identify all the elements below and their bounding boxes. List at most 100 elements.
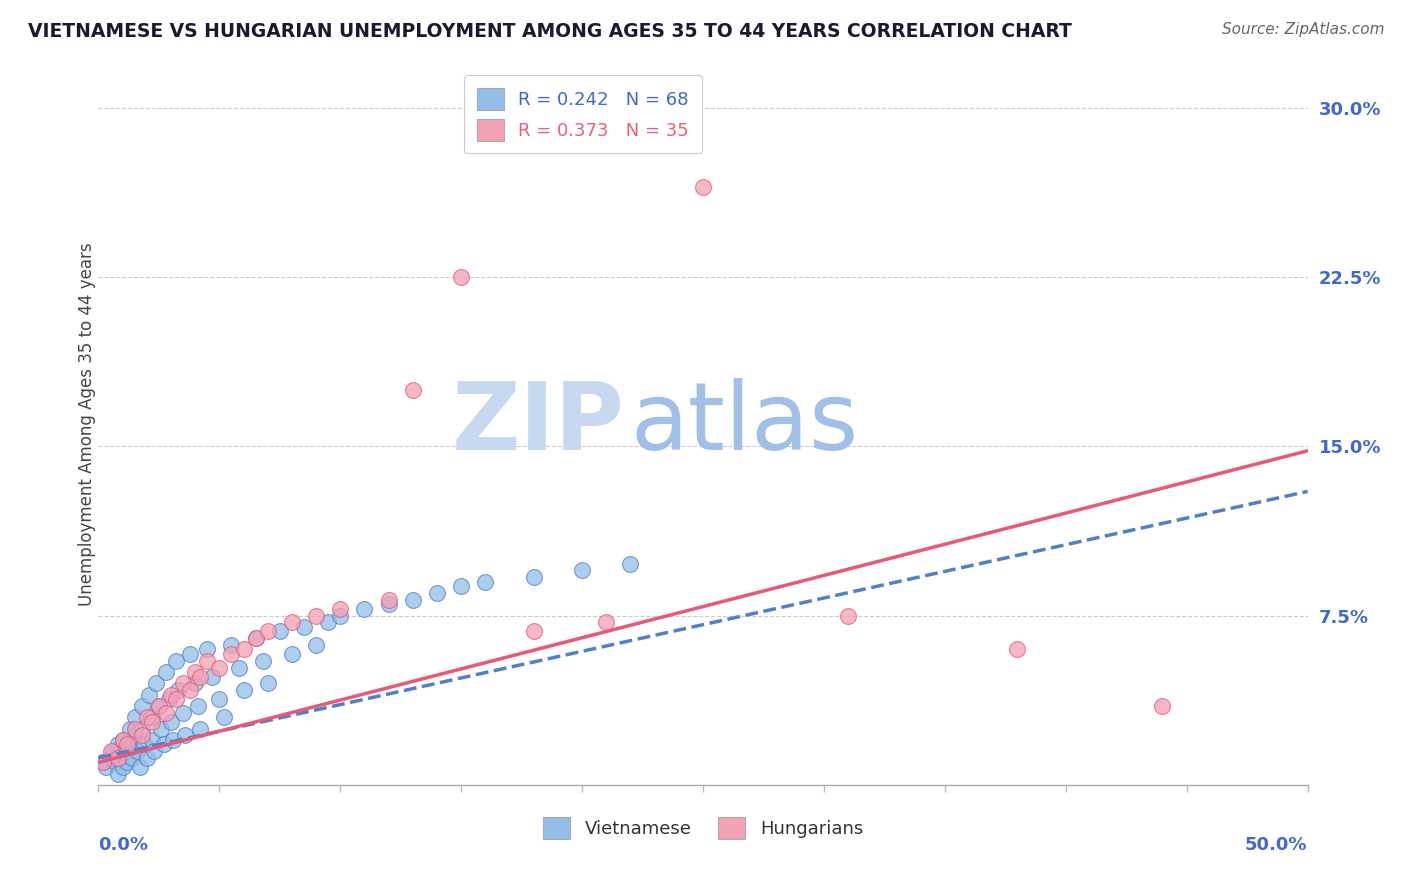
Point bbox=[329, 602, 352, 616]
Point bbox=[305, 608, 328, 623]
Point bbox=[145, 676, 167, 690]
Point bbox=[138, 688, 160, 702]
Point bbox=[117, 756, 139, 770]
Point bbox=[619, 557, 641, 571]
Point bbox=[187, 698, 209, 713]
Point bbox=[353, 602, 375, 616]
Point bbox=[91, 756, 114, 770]
Point bbox=[305, 638, 328, 652]
Point bbox=[117, 737, 139, 751]
Point bbox=[195, 642, 218, 657]
Point bbox=[148, 698, 170, 713]
Point bbox=[281, 615, 304, 630]
Point bbox=[523, 624, 546, 639]
Point bbox=[94, 760, 117, 774]
Point bbox=[131, 698, 153, 713]
Point bbox=[148, 698, 170, 713]
Point bbox=[160, 688, 183, 702]
Point bbox=[121, 751, 143, 765]
Point bbox=[256, 624, 278, 639]
Point bbox=[101, 744, 124, 758]
Text: 0.0%: 0.0% bbox=[98, 836, 149, 854]
Point bbox=[162, 732, 184, 747]
Point bbox=[571, 564, 593, 578]
Point bbox=[221, 638, 243, 652]
Point bbox=[184, 676, 207, 690]
Point bbox=[160, 714, 183, 729]
Point bbox=[329, 608, 352, 623]
Point bbox=[107, 737, 129, 751]
Text: Source: ZipAtlas.com: Source: ZipAtlas.com bbox=[1222, 22, 1385, 37]
Point bbox=[135, 710, 157, 724]
Point bbox=[111, 732, 134, 747]
Point bbox=[100, 751, 122, 765]
Point bbox=[450, 579, 472, 593]
Point bbox=[143, 744, 166, 758]
Point bbox=[165, 654, 187, 668]
Point bbox=[245, 631, 267, 645]
Point bbox=[131, 722, 153, 736]
Point bbox=[131, 728, 153, 742]
Point bbox=[232, 683, 254, 698]
Point bbox=[252, 654, 274, 668]
Point bbox=[692, 179, 714, 194]
Point bbox=[134, 737, 156, 751]
Point bbox=[111, 732, 134, 747]
Point bbox=[232, 642, 254, 657]
Point bbox=[402, 383, 425, 397]
Point bbox=[152, 737, 174, 751]
Point bbox=[208, 660, 231, 674]
Text: atlas: atlas bbox=[630, 377, 859, 470]
Point bbox=[172, 676, 194, 690]
Point bbox=[208, 692, 231, 706]
Point bbox=[426, 586, 449, 600]
Text: ZIP: ZIP bbox=[451, 377, 624, 470]
Point bbox=[292, 620, 315, 634]
Point bbox=[188, 722, 211, 736]
Point bbox=[179, 647, 201, 661]
Point bbox=[124, 722, 146, 736]
Point bbox=[212, 710, 235, 724]
Point bbox=[228, 660, 250, 674]
Point bbox=[124, 710, 146, 724]
Point bbox=[450, 269, 472, 284]
Legend: Vietnamese, Hungarians: Vietnamese, Hungarians bbox=[534, 808, 872, 848]
Point bbox=[135, 751, 157, 765]
Point bbox=[114, 744, 136, 758]
Point bbox=[1007, 642, 1029, 657]
Point bbox=[377, 598, 399, 612]
Point bbox=[104, 756, 127, 770]
Point bbox=[172, 706, 194, 720]
Point bbox=[837, 608, 859, 623]
Point bbox=[595, 615, 617, 630]
Point bbox=[127, 744, 149, 758]
Point bbox=[118, 737, 141, 751]
Point bbox=[100, 744, 122, 758]
Point bbox=[188, 669, 211, 683]
Point bbox=[128, 760, 150, 774]
Point bbox=[157, 692, 180, 706]
Point bbox=[474, 574, 496, 589]
Point bbox=[91, 756, 114, 770]
Point bbox=[402, 592, 425, 607]
Point bbox=[150, 722, 173, 736]
Point bbox=[195, 654, 218, 668]
Point bbox=[165, 692, 187, 706]
Point bbox=[107, 751, 129, 765]
Point bbox=[316, 615, 339, 630]
Text: 50.0%: 50.0% bbox=[1246, 836, 1308, 854]
Point bbox=[141, 710, 163, 724]
Y-axis label: Unemployment Among Ages 35 to 44 years: Unemployment Among Ages 35 to 44 years bbox=[79, 242, 96, 606]
Point bbox=[269, 624, 291, 639]
Point bbox=[108, 751, 131, 765]
Point bbox=[256, 676, 278, 690]
Point bbox=[118, 722, 141, 736]
Point bbox=[523, 570, 546, 584]
Point bbox=[184, 665, 207, 679]
Point bbox=[111, 760, 134, 774]
Point bbox=[155, 665, 177, 679]
Point bbox=[245, 631, 267, 645]
Point bbox=[179, 683, 201, 698]
Point bbox=[141, 732, 163, 747]
Point bbox=[281, 647, 304, 661]
